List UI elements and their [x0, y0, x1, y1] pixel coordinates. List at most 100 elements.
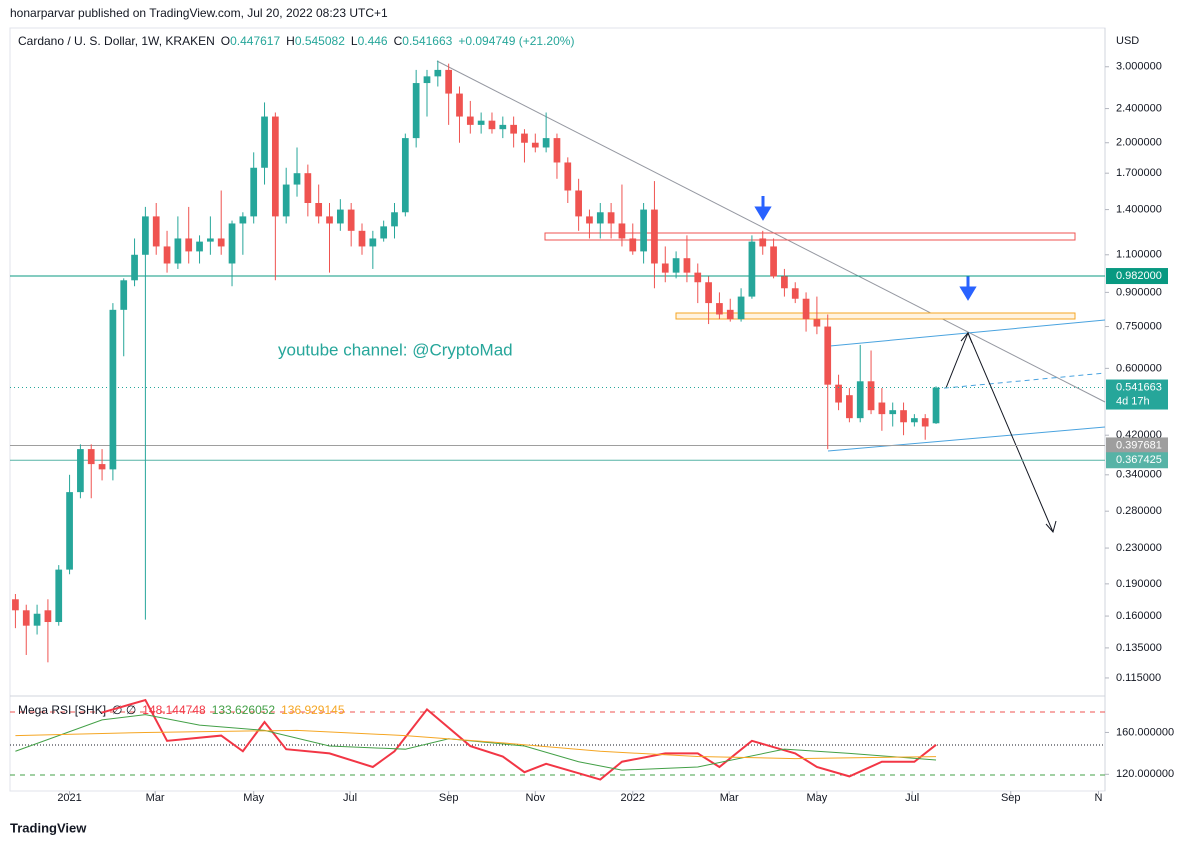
ohlc-value: 0.447617 — [230, 34, 280, 48]
candle-body — [315, 203, 323, 217]
y-tick-label: 160.000000 — [1116, 726, 1174, 738]
footer: TradingView — [10, 820, 87, 835]
candle-body — [564, 162, 572, 191]
candle-body — [326, 216, 333, 224]
y-tick-label: 1.700000 — [1116, 167, 1162, 179]
candle-body — [239, 216, 247, 224]
candle-body — [401, 138, 409, 213]
candle-body — [553, 138, 561, 163]
candle-body — [196, 241, 203, 252]
candle-body — [791, 288, 799, 299]
y-tick-label: 1.100000 — [1116, 249, 1162, 261]
candle-body — [683, 258, 691, 273]
last-price-label: 0.541663 — [1116, 381, 1162, 393]
x-tick-label: 2022 — [621, 792, 645, 804]
candle-body — [629, 238, 637, 252]
x-tick-label: N — [1095, 792, 1103, 804]
candle-body — [336, 209, 344, 224]
candle-body — [109, 309, 117, 470]
y-tick-label: 120.000000 — [1116, 768, 1174, 780]
candle-body — [737, 296, 745, 320]
candle-body — [835, 384, 842, 403]
indicator-line — [15, 729, 937, 760]
candle-body — [207, 238, 214, 242]
candle-body — [250, 167, 258, 217]
candle-body — [412, 83, 420, 139]
x-tick-label: May — [243, 792, 264, 804]
resistance-zone — [544, 232, 1076, 241]
y-tick-label: 0.280000 — [1116, 505, 1162, 517]
candle-body — [228, 223, 236, 264]
candle-body — [510, 124, 517, 134]
x-tick-label: Mar — [146, 792, 165, 804]
candle-body — [921, 418, 929, 427]
x-tick-label: Jul — [343, 792, 357, 804]
price-level-tag — [1106, 268, 1168, 285]
candle-body — [466, 116, 474, 125]
candle-body — [900, 410, 907, 423]
candle-body — [781, 276, 788, 289]
candle-body — [878, 402, 886, 415]
candle-body — [661, 263, 669, 273]
indicator-line — [101, 698, 937, 781]
candle-body — [499, 124, 507, 130]
indicator-value: 148.144748 — [142, 703, 206, 717]
indicator-legend: Mega RSI [SHK] ∅ ∅ 148.144748 133.626052 136… — [18, 703, 345, 717]
candle-body — [456, 93, 463, 117]
candle-body — [87, 449, 95, 465]
channel-mid — [934, 372, 1106, 390]
candle-body — [651, 209, 658, 264]
candle-body — [889, 410, 897, 415]
candle-body — [304, 173, 312, 204]
ohlc-key: C — [394, 34, 403, 48]
y-tick-label: 2.000000 — [1116, 137, 1162, 149]
down-arrow — [959, 276, 977, 301]
ohlc-value: 0.446 — [358, 34, 388, 48]
y-tick-label: 0.135000 — [1116, 642, 1162, 654]
axis-label: USD — [1116, 35, 1139, 47]
candle-body — [542, 138, 550, 148]
candle-body — [867, 381, 875, 411]
candle-body — [488, 120, 496, 130]
last-price-tag — [1106, 379, 1168, 410]
y-tick-label: 0.230000 — [1116, 542, 1162, 554]
candle-body — [12, 599, 19, 611]
candle-body — [44, 610, 52, 623]
arrow-head — [1045, 520, 1057, 534]
y-tick-label: 0.160000 — [1116, 610, 1162, 622]
candle-body — [152, 216, 160, 247]
candle-body — [932, 387, 940, 424]
candle-body — [120, 280, 128, 310]
candle-body — [434, 69, 442, 77]
price-level-tag — [1106, 437, 1168, 454]
y-tick-label: 0.340000 — [1116, 469, 1162, 481]
candle-body — [716, 303, 723, 315]
candle-body — [77, 449, 84, 493]
legend-title: Cardano / U. S. Dollar, 1W, KRAKEN O0.447… — [18, 34, 574, 48]
ohlc-key: H — [286, 34, 295, 48]
indicator-value: 133.626052 — [212, 703, 276, 717]
header: honarparvar published on TradingView.com… — [10, 6, 388, 20]
candle-body — [575, 190, 582, 217]
candle-body — [521, 133, 528, 143]
trend-line — [436, 60, 1106, 403]
candle-body — [477, 120, 485, 125]
candle-body — [271, 116, 279, 217]
candle-body — [261, 116, 268, 168]
price-level-label: 0.397681 — [1116, 439, 1162, 451]
price-level-label: 0.982000 — [1116, 270, 1162, 282]
candle-body — [391, 212, 398, 227]
candle-body — [531, 142, 539, 148]
x-tick-label: Sep — [1001, 792, 1021, 804]
candle-body — [802, 298, 810, 320]
candle-body — [705, 282, 712, 304]
symbol: Cardano / U. S. Dollar, 1W, KRAKEN — [18, 34, 215, 48]
ohlc-key: O — [221, 34, 230, 48]
candle-body — [596, 212, 604, 224]
x-tick-label: 2021 — [57, 792, 81, 804]
candle-body — [358, 230, 366, 247]
candle-body — [347, 209, 355, 231]
arrow-head — [960, 332, 973, 344]
candle-body — [174, 238, 182, 264]
candle-body — [131, 254, 138, 281]
